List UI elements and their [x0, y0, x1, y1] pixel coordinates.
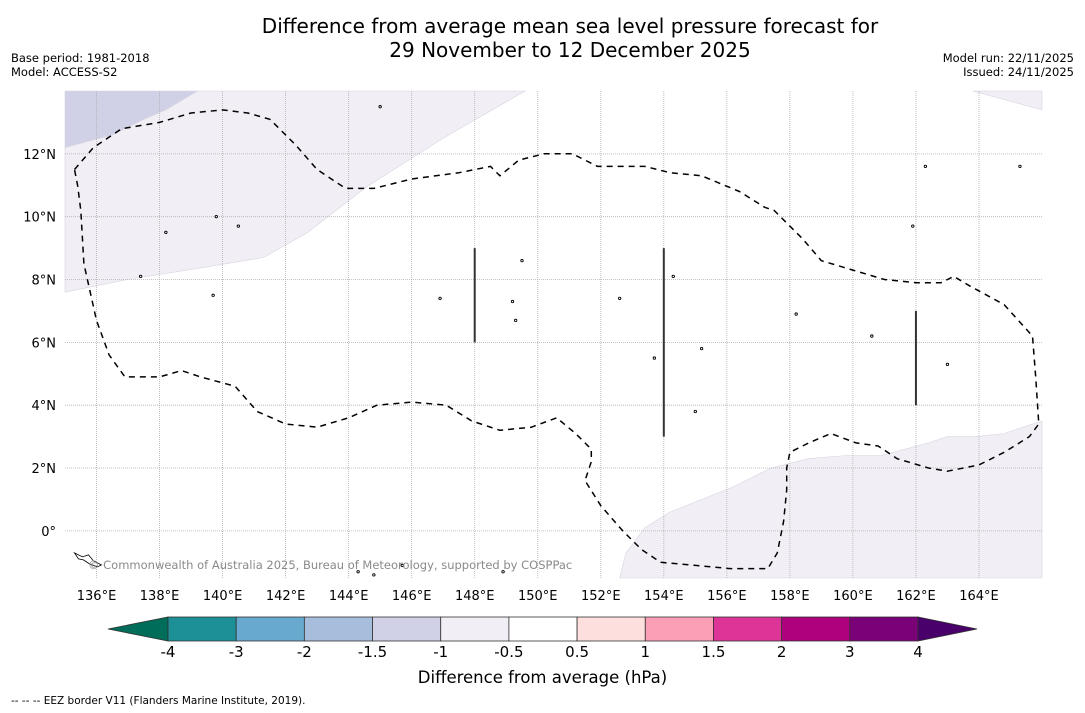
colorbar-under-arrow — [107, 616, 169, 642]
island-new-guinea-coast — [73, 551, 103, 568]
lon-tick-label: 152°E — [581, 589, 621, 604]
eez-borders — [73, 109, 1040, 570]
island-marker — [699, 346, 704, 351]
colorbar-bin — [508, 616, 578, 642]
colorbar-bin — [644, 616, 714, 642]
island-marker — [693, 409, 697, 414]
colorbar-tick-label: 0.5 — [565, 643, 590, 661]
island-marker — [356, 570, 360, 574]
lon-tick-label: 140°E — [203, 589, 243, 604]
colorbar-bin — [781, 616, 851, 642]
colorbar-bin — [167, 616, 237, 642]
colorbar-tick-label: -1 — [433, 643, 449, 661]
colorbar-bin — [440, 616, 510, 642]
eez-border-line — [73, 109, 1040, 570]
island-marker — [378, 105, 382, 109]
model-info: Base period: 1981-2018 Model: ACCESS-S2 — [11, 51, 150, 79]
model-name: Model: ACCESS-S2 — [11, 65, 118, 79]
lon-tick-label: 146°E — [392, 589, 432, 604]
issued-date: Issued: 24/11/2025 — [963, 65, 1074, 79]
colorbar-tick-label: 3 — [845, 643, 855, 661]
lon-tick-label: 148°E — [455, 589, 495, 604]
island-marker — [618, 296, 622, 301]
lon-tick-label: 154°E — [644, 589, 684, 604]
lon-tick-label: 142°E — [266, 589, 306, 604]
island-marker — [400, 563, 404, 568]
colorbar-tick-label: 1.5 — [701, 643, 726, 661]
colorbar-tick-label: -0.5 — [494, 643, 524, 661]
lat-tick-label: 12°N — [23, 148, 56, 163]
lat-tick-label: 10°N — [23, 211, 56, 226]
region-negative-anomaly-southeast — [619, 420, 1043, 579]
colorbar-tick-label: -2 — [296, 643, 312, 661]
colorbar-bin — [713, 616, 783, 642]
colorbar — [107, 616, 978, 642]
title-line-2: 29 November to 12 December 2025 — [389, 38, 751, 62]
colorbar-bin — [303, 616, 373, 642]
island-marker — [164, 230, 168, 235]
lon-tick-label: 160°E — [833, 589, 873, 604]
colorbar-tick-label: 2 — [776, 643, 787, 661]
island-marker — [945, 362, 950, 366]
lon-tick-label: 138°E — [140, 589, 180, 604]
title-line-1: Difference from average mean sea level p… — [261, 14, 879, 38]
run-info: Model run: 22/11/2025 Issued: 24/11/2025 — [943, 51, 1074, 79]
island-marker — [520, 259, 524, 263]
lon-tick-label: 156°E — [707, 589, 747, 604]
region-negative-anomaly-northeast — [972, 90, 1043, 111]
eez-legend-note: -- -- -- EEZ border V11 (Flanders Marine… — [11, 695, 306, 707]
island-marker — [138, 274, 143, 279]
lat-tick-label: 2°N — [32, 462, 57, 477]
lon-tick-label: 164°E — [959, 589, 999, 604]
map-axes: 136°E 138°E 140°E 142°E 144°E 146°E 148°E 150°E… — [23, 148, 999, 604]
lat-tick-label: 8°N — [32, 274, 57, 289]
colorbar-bin — [576, 616, 646, 642]
colorbar-tick-label: -3 — [228, 643, 244, 661]
lon-tick-label: 144°E — [329, 589, 369, 604]
anomaly-regions — [64, 90, 1043, 579]
lat-tick-label: 4°N — [32, 399, 57, 414]
island-marker — [372, 573, 376, 577]
island-marker — [501, 570, 505, 574]
model-run-date: Model run: 22/11/2025 — [942, 51, 1074, 65]
island-marker — [214, 215, 218, 219]
colorbar-tick-label: 4 — [913, 643, 923, 661]
boundary-lines — [473, 248, 917, 437]
graticule — [65, 91, 1042, 578]
island-marker — [911, 224, 915, 228]
base-period: Base period: 1981-2018 — [11, 51, 150, 65]
colorbar-tick-label: -1.5 — [357, 643, 388, 661]
island-marker — [671, 274, 675, 279]
island-marker — [211, 293, 215, 297]
lat-tick-label: 0° — [41, 525, 56, 540]
island-marker — [510, 299, 515, 304]
island-marker — [923, 164, 928, 169]
island-marker — [236, 224, 240, 228]
island-marker — [514, 318, 518, 323]
colorbar-bin — [372, 616, 442, 642]
colorbar-title: Difference from average (hPa) — [417, 668, 668, 687]
colorbar-over-arrow — [917, 616, 978, 642]
island-marker — [652, 356, 657, 360]
lon-tick-label: 136°E — [77, 589, 117, 604]
colorbar-bin — [849, 616, 919, 642]
island-marker — [794, 312, 798, 316]
island-marker — [870, 334, 874, 338]
island-marker — [438, 296, 442, 301]
colorbar-tick-label: -4 — [160, 643, 176, 661]
islands — [73, 105, 1022, 577]
colorbar-bin — [235, 616, 305, 642]
lon-tick-label: 158°E — [770, 589, 810, 604]
lat-tick-label: 6°N — [32, 336, 57, 351]
lon-tick-label: 150°E — [518, 589, 558, 604]
lon-tick-label: 162°E — [896, 589, 936, 604]
island-marker — [1018, 164, 1022, 169]
colorbar-tick-label: 1 — [640, 643, 651, 661]
chart-title: Difference from average mean sea level p… — [0, 14, 1085, 62]
copyright-credit: © Commonwealth of Australia 2025, Bureau… — [88, 558, 573, 572]
